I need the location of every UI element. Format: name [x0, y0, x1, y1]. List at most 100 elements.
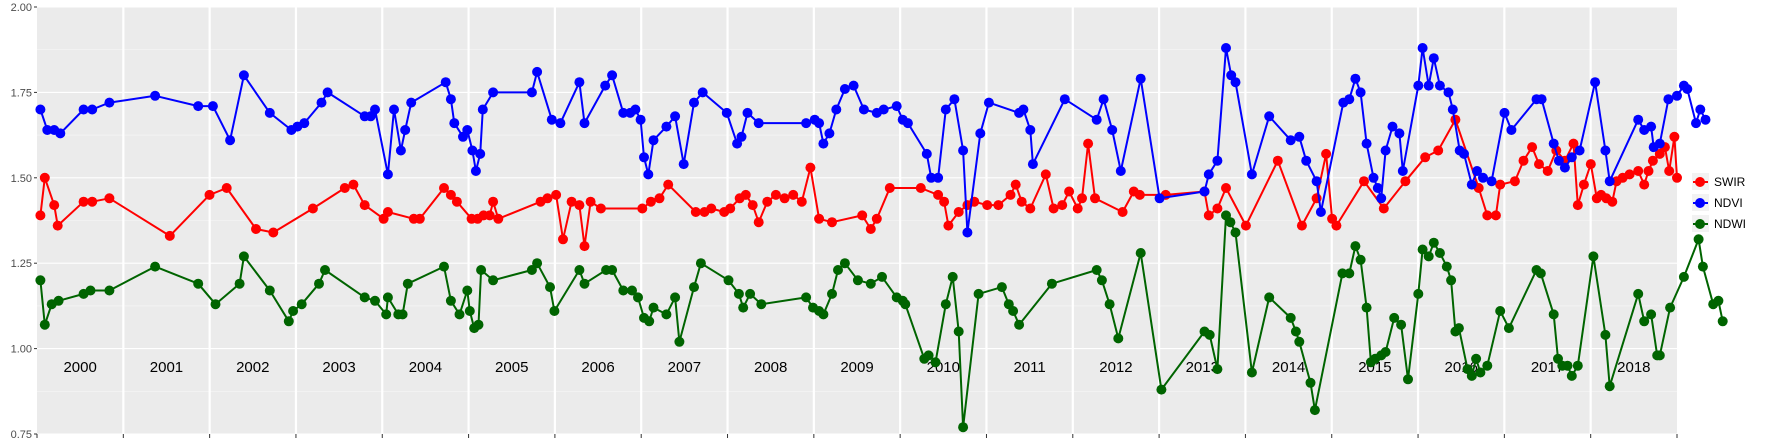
- data-point-ndwi: [1135, 248, 1146, 258]
- data-point-ndwi: [314, 278, 324, 289]
- data-point-ndwi: [296, 299, 307, 310]
- data-point-ndvi: [1428, 53, 1439, 64]
- data-point-swir: [579, 241, 590, 252]
- data-point-ndwi: [488, 275, 499, 286]
- data-point-ndwi: [1350, 241, 1361, 252]
- data-point-ndwi: [104, 285, 115, 296]
- data-point-ndwi: [674, 336, 685, 347]
- y-tick-label: 1.00: [11, 344, 32, 356]
- data-point-ndwi: [973, 288, 984, 299]
- data-point-ndvi: [1423, 80, 1434, 91]
- data-point-swir: [1016, 196, 1027, 207]
- data-point-swir: [574, 200, 585, 211]
- data-point-ndwi: [648, 302, 659, 313]
- legend-label: SWIR: [1714, 175, 1746, 189]
- data-point-ndvi: [940, 104, 951, 115]
- data-point-swir: [35, 210, 46, 221]
- data-point-ndwi: [1535, 268, 1546, 279]
- data-point-ndwi: [1566, 370, 1577, 381]
- data-point-ndwi: [1495, 306, 1506, 316]
- data-point-ndwi: [1361, 302, 1372, 313]
- legend-label: NDWI: [1714, 217, 1746, 231]
- data-point-ndwi: [1389, 312, 1400, 323]
- data-point-ndvi: [370, 104, 380, 115]
- data-point-ndwi: [464, 306, 475, 316]
- data-point-swir: [1495, 179, 1506, 190]
- data-point-swir: [1542, 166, 1553, 176]
- data-point-swir: [884, 183, 895, 193]
- data-point-swir: [857, 210, 868, 221]
- data-point-swir: [1482, 210, 1493, 221]
- data-point-ndwi: [1717, 316, 1728, 327]
- data-point-ndvi: [975, 128, 986, 139]
- data-point-swir: [542, 193, 553, 204]
- data-point-ndvi: [1566, 152, 1577, 163]
- data-point-ndvi: [1387, 121, 1398, 132]
- data-point-ndvi: [1506, 125, 1517, 135]
- data-point-ndwi: [1482, 360, 1493, 371]
- data-point-ndvi: [831, 104, 842, 115]
- data-point-ndvi: [1700, 114, 1711, 125]
- data-point-ndvi: [858, 104, 869, 115]
- data-point-ndvi: [1548, 138, 1559, 149]
- data-point-swir: [1072, 203, 1083, 214]
- data-point-swir: [488, 196, 499, 207]
- data-point-ndwi: [473, 319, 484, 330]
- data-point-ndwi: [1697, 261, 1708, 272]
- data-point-swir: [725, 203, 736, 214]
- data-point-ndvi: [607, 70, 618, 81]
- data-point-ndvi: [1344, 94, 1355, 105]
- data-point-swir: [871, 213, 882, 224]
- data-point-ndwi: [1104, 299, 1115, 310]
- data-point-ndwi: [1441, 261, 1452, 272]
- data-point-swir: [1010, 179, 1021, 190]
- data-point-ndvi: [1682, 84, 1693, 94]
- data-point-ndvi: [1098, 94, 1109, 105]
- series-ndvi: [35, 43, 1711, 238]
- data-point-ndvi: [1025, 125, 1036, 135]
- data-point-ndvi: [1355, 87, 1366, 98]
- data-point-ndvi: [264, 107, 275, 118]
- data-point-ndwi: [1693, 234, 1704, 245]
- data-point-ndwi: [320, 265, 330, 275]
- data-point-ndwi: [1091, 265, 1102, 275]
- legend-marker: [1695, 177, 1705, 187]
- data-point-ndvi: [1368, 172, 1379, 183]
- data-point-ndvi: [949, 94, 960, 105]
- data-point-swir: [706, 203, 717, 214]
- data-point-swir: [1077, 193, 1087, 204]
- data-point-swir: [1518, 155, 1529, 166]
- data-point-swir: [339, 183, 350, 193]
- data-point-swir: [753, 217, 764, 228]
- data-point-swir: [104, 193, 115, 204]
- data-point-ndwi: [234, 278, 245, 289]
- data-point-ndvi: [1466, 179, 1477, 190]
- data-point-swir: [1578, 179, 1589, 190]
- year-label: 2014: [1272, 359, 1305, 376]
- data-point-swir: [939, 196, 950, 207]
- data-point-swir: [1025, 203, 1036, 214]
- series-layer: [35, 43, 1728, 433]
- data-point-ndvi: [1553, 155, 1564, 166]
- data-point-ndwi: [193, 278, 204, 289]
- data-point-ndvi: [1285, 135, 1296, 146]
- data-point-ndwi: [545, 282, 555, 293]
- data-point-ndwi: [1046, 278, 1057, 289]
- data-point-ndvi: [389, 104, 399, 115]
- data-point-swir: [493, 213, 504, 224]
- data-point-ndwi: [402, 278, 413, 289]
- data-point-swir: [1527, 142, 1538, 153]
- data-point-ndvi: [1417, 43, 1428, 53]
- data-point-swir: [982, 200, 993, 211]
- data-point-ndvi: [1246, 169, 1257, 180]
- data-point-ndwi: [454, 309, 465, 320]
- data-point-ndvi: [1311, 176, 1322, 187]
- data-point-swir: [1647, 155, 1658, 166]
- data-point-swir: [1639, 179, 1650, 190]
- data-point-ndwi: [397, 309, 408, 320]
- data-point-ndwi: [1446, 275, 1457, 286]
- data-point-ndwi: [1204, 329, 1215, 340]
- data-point-swir: [762, 196, 773, 207]
- data-point-ndwi: [1264, 292, 1275, 303]
- data-point-ndvi: [1372, 183, 1383, 193]
